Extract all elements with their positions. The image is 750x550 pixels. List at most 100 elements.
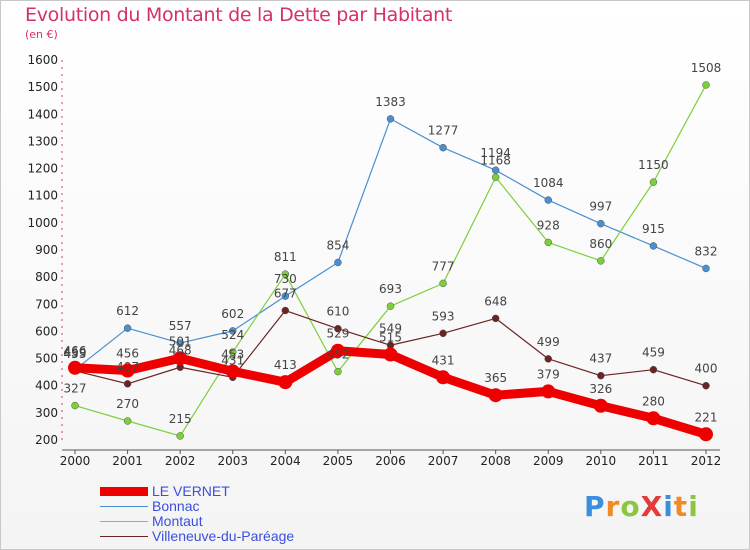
logo-letter: P bbox=[584, 490, 606, 523]
data-point bbox=[436, 370, 451, 385]
data-point bbox=[229, 327, 237, 335]
data-label: 326 bbox=[589, 382, 612, 396]
data-point bbox=[597, 257, 605, 265]
y-tick-label: 400 bbox=[35, 379, 58, 393]
legend-label: Montaut bbox=[152, 513, 203, 529]
logo-letter: r bbox=[605, 490, 621, 523]
data-point bbox=[123, 417, 132, 425]
data-point bbox=[593, 398, 608, 413]
data-label: 777 bbox=[432, 259, 455, 273]
legend-swatch bbox=[100, 506, 148, 507]
data-point bbox=[225, 364, 240, 379]
data-point bbox=[176, 339, 184, 347]
x-tick-label: 2003 bbox=[217, 454, 248, 468]
x-tick-label: 2002 bbox=[165, 454, 196, 468]
legend-swatch bbox=[100, 521, 148, 522]
data-label: 602 bbox=[221, 307, 244, 321]
data-label: 524 bbox=[221, 328, 244, 342]
y-tick-label: 600 bbox=[35, 324, 58, 338]
data-point bbox=[71, 401, 79, 410]
data-label: 413 bbox=[274, 358, 297, 372]
data-point bbox=[544, 238, 552, 247]
logo-letter: o bbox=[620, 490, 641, 523]
data-point bbox=[541, 384, 556, 399]
data-point bbox=[597, 371, 605, 380]
data-point bbox=[176, 432, 184, 440]
y-tick-label: 800 bbox=[35, 270, 58, 284]
data-label: 455 bbox=[64, 347, 87, 361]
legend-swatch bbox=[100, 536, 148, 537]
data-point bbox=[488, 388, 503, 403]
data-label: 1383 bbox=[375, 95, 406, 109]
x-tick-label: 2008 bbox=[480, 454, 511, 468]
data-point bbox=[123, 324, 132, 332]
data-label: 437 bbox=[589, 352, 612, 366]
data-point bbox=[544, 355, 552, 363]
data-label: 407 bbox=[116, 360, 139, 374]
data-point bbox=[597, 219, 605, 228]
x-tick-label: 2011 bbox=[638, 454, 669, 468]
data-point bbox=[386, 115, 395, 123]
data-point bbox=[334, 324, 342, 333]
data-label: 1508 bbox=[691, 61, 722, 75]
data-label: 529 bbox=[326, 327, 349, 341]
legend-label: Bonnac bbox=[152, 498, 200, 514]
x-tick-label: 2009 bbox=[533, 454, 564, 468]
x-tick-label: 2005 bbox=[323, 454, 354, 468]
data-point bbox=[702, 264, 710, 273]
y-tick-label: 1200 bbox=[27, 162, 58, 176]
data-point bbox=[491, 314, 500, 323]
data-point bbox=[702, 81, 710, 89]
data-point bbox=[281, 306, 290, 315]
data-point bbox=[649, 365, 658, 374]
data-point bbox=[439, 279, 447, 288]
data-label: 549 bbox=[379, 321, 402, 335]
data-label: 557 bbox=[169, 319, 192, 333]
data-point bbox=[699, 427, 713, 442]
legend-label: LE VERNET bbox=[152, 483, 230, 499]
data-label: 1168 bbox=[480, 153, 511, 167]
data-point bbox=[330, 343, 345, 358]
y-tick-label: 700 bbox=[35, 297, 58, 311]
logo-letter: X bbox=[640, 490, 664, 523]
data-point bbox=[120, 363, 135, 378]
data-label: 860 bbox=[589, 237, 612, 251]
data-label: 270 bbox=[116, 397, 139, 411]
data-point bbox=[229, 348, 237, 356]
data-point bbox=[649, 242, 658, 250]
y-tick-label: 1300 bbox=[27, 134, 58, 148]
y-tick-label: 300 bbox=[35, 406, 58, 420]
data-label: 459 bbox=[64, 346, 87, 360]
data-label: 365 bbox=[484, 371, 507, 385]
data-point bbox=[383, 347, 398, 362]
legend-label: Villeneuve-du-Paréage bbox=[152, 528, 295, 544]
data-label: 915 bbox=[642, 222, 665, 236]
data-label: 811 bbox=[274, 250, 297, 264]
data-label: 730 bbox=[274, 272, 297, 286]
data-label: 648 bbox=[484, 294, 507, 308]
chart-title: Evolution du Montant de la Dette par Hab… bbox=[25, 4, 453, 26]
y-tick-label: 1000 bbox=[27, 216, 58, 230]
data-point bbox=[278, 375, 293, 390]
y-tick-label: 500 bbox=[35, 352, 58, 366]
x-tick-label: 2004 bbox=[270, 454, 301, 468]
data-label: 610 bbox=[326, 305, 349, 319]
data-label: 515 bbox=[379, 331, 402, 345]
data-label: 501 bbox=[169, 334, 192, 348]
data-point bbox=[439, 329, 447, 338]
data-point bbox=[386, 302, 395, 310]
data-label: 452 bbox=[326, 348, 349, 362]
data-label: 1084 bbox=[533, 176, 564, 190]
data-label: 456 bbox=[116, 347, 139, 361]
x-tick-label: 2007 bbox=[428, 454, 459, 468]
x-tick-label: 2006 bbox=[375, 454, 406, 468]
y-tick-label: 200 bbox=[35, 433, 58, 447]
data-label: 677 bbox=[274, 287, 297, 301]
data-label: 928 bbox=[537, 218, 560, 232]
data-label: 327 bbox=[64, 382, 87, 396]
logo-letter: i bbox=[688, 490, 699, 523]
data-point bbox=[544, 196, 552, 204]
data-label: 379 bbox=[537, 367, 560, 381]
data-label: 221 bbox=[695, 410, 718, 424]
